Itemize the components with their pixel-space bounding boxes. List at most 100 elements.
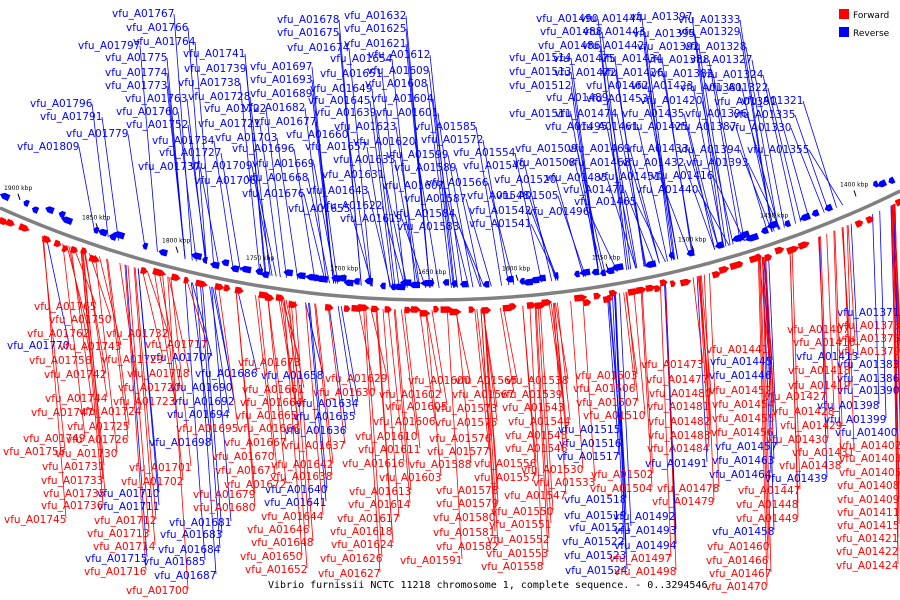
reverse-gene-arrow — [239, 265, 252, 274]
gene-label: vfu_A01393 — [686, 157, 748, 169]
gene-label: vfu_A01508 — [513, 157, 575, 169]
gene-label: vfu_A01394 — [678, 144, 741, 156]
label-connector — [553, 302, 568, 448]
gene-label: vfu_A01454 — [712, 399, 775, 411]
label-connector — [134, 267, 157, 520]
gene-label: vfu_A01424 — [836, 560, 899, 572]
label-connector — [482, 308, 498, 408]
gene-label: vfu_A01755 — [3, 446, 65, 458]
gene-label: vfu_A01773 — [105, 80, 167, 92]
gene-label: vfu_A01698 — [149, 437, 211, 449]
forward-gene-arrow — [602, 295, 613, 304]
label-connector — [313, 163, 337, 284]
label-connector — [847, 224, 856, 342]
gene-label: vfu_A01541 — [469, 218, 531, 230]
gene-label: vfu_A01710 — [97, 488, 159, 500]
label-connector — [458, 226, 485, 287]
label-connector — [640, 289, 653, 488]
gene-label: vfu_A01381 — [680, 82, 742, 94]
reverse-gene-arrow — [98, 228, 109, 237]
label-connector — [741, 87, 775, 232]
gene-label: vfu_A01603 — [379, 472, 441, 484]
gene-label: vfu_A01731 — [42, 461, 104, 473]
reverse-strand-genes — [0, 176, 896, 291]
reverse-gene-arrow — [142, 242, 149, 250]
label-connector — [606, 295, 620, 456]
forward-gene-arrow — [139, 266, 148, 275]
gene-label: vfu_A01463 — [712, 455, 774, 467]
gene-label: vfu_A01512 — [509, 80, 571, 92]
reverse-gene-arrow — [230, 265, 240, 273]
gene-label: vfu_A01553 — [486, 548, 548, 560]
label-connector — [522, 306, 537, 477]
gene-label: vfu_A01421 — [836, 533, 898, 545]
gene-label: vfu_A01503 — [575, 370, 637, 382]
gene-label: vfu_A01517 — [557, 451, 619, 463]
label-connector — [548, 303, 563, 394]
label-connector — [425, 309, 442, 394]
gene-label: vfu_A01738 — [178, 77, 240, 89]
label-connector — [499, 307, 515, 394]
label-connector — [808, 149, 844, 206]
label-connector — [195, 283, 217, 575]
gene-label: vfu_A01430 — [766, 434, 828, 446]
label-connector — [629, 148, 660, 264]
label-connector — [879, 210, 887, 419]
label-connector — [258, 295, 278, 470]
forward-gene-arrow — [194, 279, 208, 288]
gene-label: vfu_A01577 — [427, 446, 489, 458]
forward-gene-arrow — [786, 245, 800, 255]
gene-label: vfu_A01624 — [331, 539, 394, 551]
gene-label: vfu_A01680 — [193, 502, 255, 514]
reverse-gene-arrow — [58, 210, 66, 219]
reverse-gene-arrow — [442, 279, 450, 286]
label-connector — [99, 256, 122, 346]
gene-label: vfu_A01550 — [491, 506, 553, 518]
label-connector — [767, 87, 802, 222]
gene-label: vfu_A01399 — [824, 414, 886, 426]
reverse-gene-arrow — [877, 179, 888, 188]
gene-label: vfu_A01631 — [322, 169, 384, 181]
gene-label: vfu_A01763 — [125, 93, 187, 105]
label-connector — [524, 165, 553, 282]
gene-label: vfu_A01629 — [325, 373, 387, 385]
gene-label: vfu_A01697 — [250, 61, 312, 73]
label-connector — [84, 251, 108, 398]
label-connector — [237, 292, 258, 373]
label-connector — [891, 204, 899, 565]
label-connector — [614, 294, 627, 555]
gene-label: vfu_A01729 — [101, 354, 163, 366]
forward-gene-arrow — [481, 307, 492, 314]
reverse-gene-arrow — [644, 260, 657, 269]
gene-label: vfu_A01673 — [238, 357, 300, 369]
gene-label: vfu_A01809 — [17, 141, 79, 153]
gene-label: vfu_A01426 — [601, 67, 664, 79]
gene-label: vfu_A01737 — [138, 161, 200, 173]
label-connector — [303, 193, 326, 283]
forward-gene-arrow — [526, 301, 537, 309]
gene-label: vfu_A01728 — [188, 91, 250, 103]
gene-label: vfu_A01694 — [167, 409, 230, 421]
gene-label: vfu_A01419 — [788, 380, 850, 392]
gene-label: vfu_A01722 — [204, 103, 266, 115]
gene-label: vfu_A01730 — [55, 448, 117, 460]
forward-gene-arrow — [755, 253, 762, 261]
gene-label: vfu_A01518 — [564, 494, 626, 506]
gene-label: vfu_A01504 — [590, 483, 653, 495]
gene-label: vfu_A01395 — [633, 28, 695, 40]
forward-gene-arrow — [449, 308, 462, 316]
gene-label: vfu_A01505 — [496, 190, 558, 202]
label-connector — [557, 302, 571, 421]
label-connector — [746, 113, 780, 230]
gene-label: vfu_A01681 — [169, 517, 231, 529]
label-connector — [791, 246, 801, 490]
label-connector — [757, 258, 768, 586]
forward-gene-arrow — [404, 306, 412, 314]
forward-gene-arrow — [41, 235, 52, 244]
gene-label: vfu_A01670 — [212, 451, 274, 463]
gene-label: vfu_A01736 — [41, 500, 104, 512]
gene-label: vfu_A01715 — [85, 553, 147, 565]
label-connector — [619, 293, 632, 527]
genome-backbone — [0, 189, 900, 302]
gene-label: vfu_A01507 — [576, 397, 638, 409]
